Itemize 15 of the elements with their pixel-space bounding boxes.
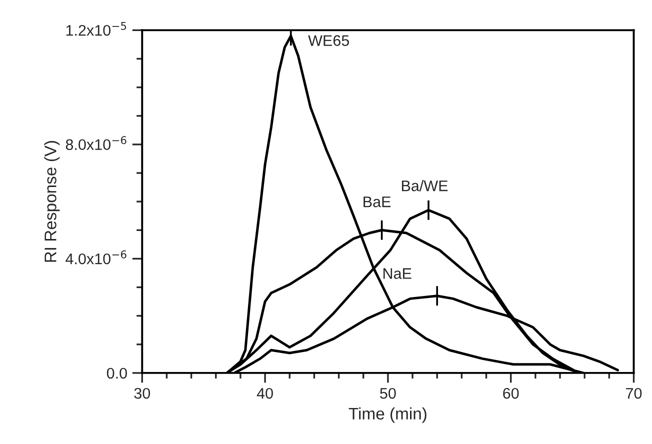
annotation: NaE <box>383 268 412 279</box>
y-tick-label: 1.2x10$^{−5}$ <box>66 22 126 36</box>
annotation: Ba/WE <box>402 180 448 192</box>
x-tick-label: 50 <box>380 388 396 399</box>
x-tick-label: 60 <box>503 388 519 399</box>
y-tick-label: 8.0x10$^{−6}$ <box>66 136 126 150</box>
x-tick-label: 70 <box>626 388 642 399</box>
y-tick-label: 0.0 <box>106 368 127 379</box>
y-tick-label: 4.0x10$^{−6}$ <box>66 250 126 264</box>
annotation: WE65 <box>308 35 350 46</box>
annotation: BaE <box>364 196 391 208</box>
x-tick-label: 30 <box>134 388 150 399</box>
y-axis-title: RI Response (V) <box>44 141 60 262</box>
x-axis-title: Time (min) <box>348 407 426 423</box>
x-tick-label: 40 <box>256 388 273 399</box>
